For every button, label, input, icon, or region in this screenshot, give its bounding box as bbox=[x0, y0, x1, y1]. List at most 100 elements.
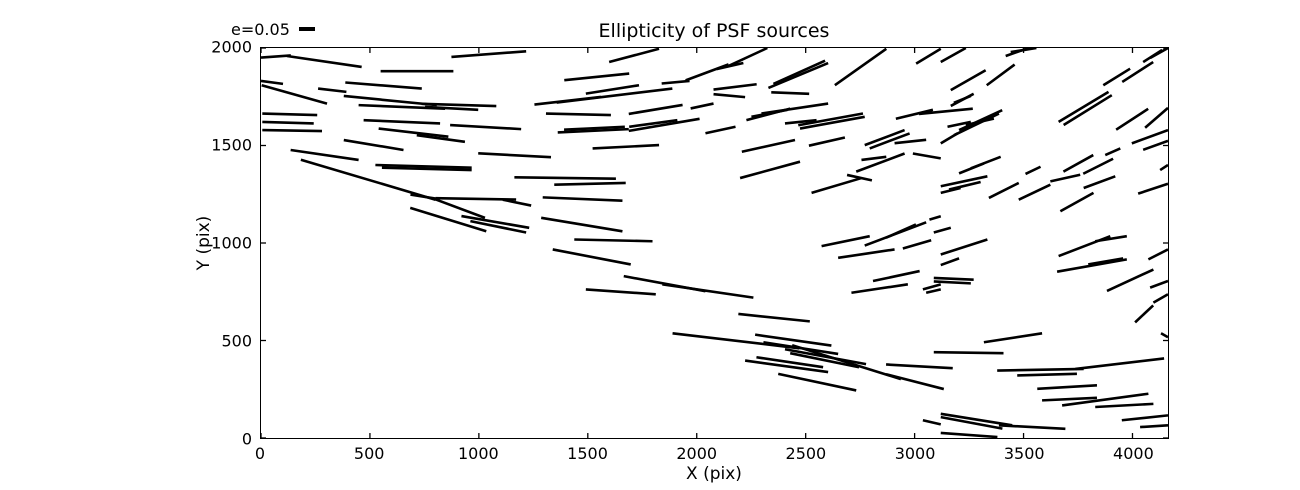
psf-whisker-segment bbox=[954, 114, 999, 136]
psf-whisker-segment bbox=[896, 110, 933, 119]
psf-whisker-segment bbox=[934, 228, 951, 233]
psf-whisker-segment bbox=[919, 109, 973, 114]
psf-whisker-segment bbox=[1095, 404, 1153, 407]
y-tick-label: 0 bbox=[241, 429, 252, 449]
psf-whisker-segment bbox=[870, 133, 910, 148]
psf-whisker-segment bbox=[895, 140, 927, 143]
psf-whisker-segment bbox=[941, 133, 958, 143]
psf-whisker-segment bbox=[379, 129, 449, 137]
psf-whisker-segment bbox=[999, 425, 1065, 429]
psf-whisker-segment bbox=[593, 145, 659, 148]
psf-whisker-segment bbox=[1122, 62, 1153, 82]
psf-whisker-segment bbox=[1060, 193, 1093, 211]
psf-whisker-segment bbox=[541, 218, 622, 231]
psf-whisker-segment bbox=[1037, 385, 1097, 389]
x-tick-label: 2000 bbox=[676, 444, 718, 463]
psf-whisker-segment bbox=[345, 83, 421, 89]
psf-whisker-segment bbox=[984, 333, 1042, 342]
psf-whisker-segment bbox=[751, 110, 787, 117]
psf-whisker-segment bbox=[763, 342, 838, 354]
psf-whisker-segment bbox=[436, 198, 517, 199]
psf-whisker-segment bbox=[1135, 305, 1153, 322]
psf-whisker-segment bbox=[755, 335, 831, 346]
psf-whisker-segment bbox=[926, 289, 941, 292]
psf-whisker-segment bbox=[1103, 69, 1130, 86]
psf-whisker-segment bbox=[790, 353, 859, 367]
psf-whisker-segment bbox=[629, 105, 683, 114]
psf-whisker-segment bbox=[1042, 398, 1097, 401]
psf-whisker-segment bbox=[586, 289, 656, 294]
x-tick-label: 500 bbox=[353, 444, 385, 463]
psf-whisker-segment bbox=[873, 271, 920, 281]
psf-whisker-segment bbox=[1148, 249, 1168, 259]
psf-whisker-segment bbox=[425, 107, 478, 110]
psf-whisker-segment bbox=[987, 65, 1015, 86]
psf-whisker-segment bbox=[417, 135, 465, 142]
psf-whisker-segment bbox=[261, 55, 291, 57]
psf-whisker-segment bbox=[691, 104, 714, 109]
psf-whisker-segment bbox=[966, 119, 994, 125]
psf-whisker-segment bbox=[262, 130, 322, 131]
psf-whisker-segment bbox=[1088, 258, 1123, 264]
psf-whisker-segment bbox=[903, 240, 931, 248]
psf-whisker-segment bbox=[287, 56, 362, 67]
psf-whisker-segment bbox=[470, 221, 526, 232]
psf-whisker-segment bbox=[291, 150, 359, 160]
psf-whisker-segment bbox=[554, 183, 625, 185]
x-tick-label: 3500 bbox=[1003, 444, 1045, 463]
psf-whisker-segment bbox=[1150, 281, 1168, 288]
psf-whisker-segment bbox=[886, 224, 916, 237]
psf-whisker-segment bbox=[514, 177, 616, 178]
psf-whisker-segment bbox=[934, 352, 1004, 353]
psf-whisker-segment bbox=[558, 129, 629, 132]
psf-whisker-segment bbox=[778, 374, 856, 391]
psf-whisker-segment bbox=[835, 49, 886, 85]
psf-whisker-segment bbox=[574, 239, 652, 241]
psf-whisker-segment bbox=[951, 70, 986, 90]
psf-whisker-segment bbox=[717, 63, 744, 69]
psf-whisker-segment bbox=[929, 216, 940, 219]
psf-whisker-segment bbox=[941, 188, 961, 193]
psf-whisker-segment bbox=[364, 120, 440, 123]
psf-whisker-segment bbox=[1057, 259, 1127, 271]
psf-whisker-segment bbox=[557, 89, 673, 103]
psf-whisker-segment bbox=[629, 120, 677, 127]
x-tick-label: 4000 bbox=[1113, 444, 1154, 463]
psf-whisker-segment bbox=[941, 417, 1003, 429]
psf-whisker-segment bbox=[1138, 184, 1168, 194]
psf-whisker-segment bbox=[714, 94, 746, 97]
psf-whisker-segment bbox=[1107, 270, 1153, 291]
x-tick-label: 0 bbox=[254, 444, 266, 463]
psf-whisker-segment bbox=[989, 183, 1019, 198]
psf-whisker-segment bbox=[705, 127, 735, 133]
psf-whisker-segment bbox=[1143, 141, 1168, 150]
psf-whisker-segment bbox=[1019, 185, 1051, 200]
psf-whisker-segment bbox=[629, 119, 700, 131]
psf-whisker-segment bbox=[771, 92, 809, 94]
psf-whisker-segment bbox=[1075, 358, 1164, 369]
psf-whisker-segment bbox=[318, 89, 346, 92]
psf-whisker-segment bbox=[851, 284, 907, 292]
y-tick-labels: 0 500 1000 1500 2000 bbox=[0, 38, 252, 449]
whisker-plot-svg bbox=[261, 48, 1168, 438]
psf-whisker-segment bbox=[1160, 165, 1168, 170]
psf-whisker-segment bbox=[546, 114, 611, 116]
psf-whisker-segment bbox=[916, 49, 941, 64]
psf-whisker-segment bbox=[1017, 374, 1077, 376]
x-tick-label: 1000 bbox=[457, 444, 499, 463]
psf-whisker-segment bbox=[450, 125, 521, 129]
psf-whisker-segment bbox=[609, 49, 659, 62]
psf-whisker-segment bbox=[410, 208, 486, 231]
psf-whisker-segment bbox=[745, 361, 828, 373]
psf-whisker-segment bbox=[959, 110, 1002, 130]
psf-whisker-segment bbox=[1150, 48, 1168, 58]
psf-whisker-segment bbox=[934, 281, 971, 283]
psf-whisker-segment bbox=[913, 153, 941, 158]
psf-whisker-segment bbox=[1161, 333, 1168, 337]
psf-whisker-segment bbox=[461, 216, 529, 228]
psf-whisker-segment bbox=[1064, 95, 1112, 125]
psf-whisker-segment bbox=[1063, 155, 1093, 172]
psf-whisker-segment bbox=[344, 96, 437, 105]
psf-whisker-segment bbox=[856, 153, 904, 171]
psf-whisker-segment bbox=[861, 157, 886, 160]
